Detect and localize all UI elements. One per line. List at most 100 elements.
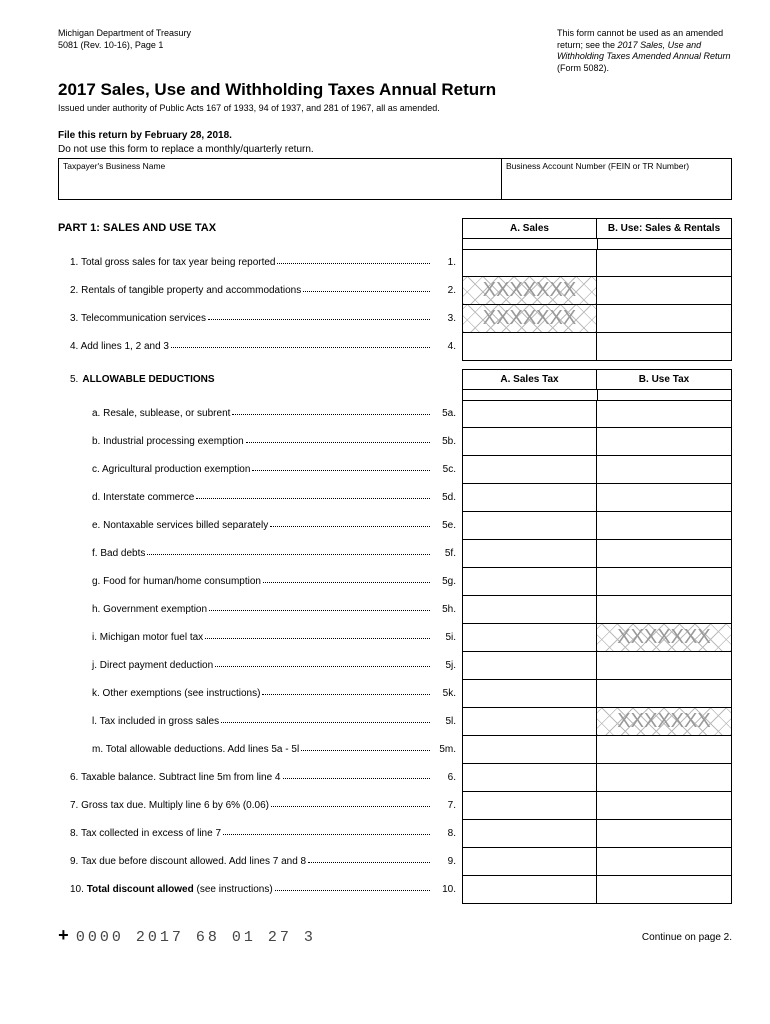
line-5e-b[interactable] [597, 512, 732, 540]
line-5g-b[interactable] [597, 568, 732, 596]
line-10-num: 10. [434, 876, 462, 904]
line-5m-num: 5m. [434, 736, 462, 764]
line-5m-a[interactable] [462, 736, 597, 764]
line-5b-b[interactable] [597, 428, 732, 456]
line-9-label: 9. Tax due before discount allowed. Add … [70, 855, 308, 868]
line-5k-a[interactable] [462, 680, 597, 708]
line-5j-label: j. Direct payment deduction [92, 659, 215, 672]
do-not-use: Do not use this form to replace a monthl… [58, 143, 732, 156]
line-5m-b[interactable] [597, 736, 732, 764]
page-title: 2017 Sales, Use and Withholding Taxes An… [58, 79, 732, 101]
dept-info: Michigan Department of Treasury 5081 (Re… [58, 28, 191, 75]
line-9-a[interactable] [462, 848, 597, 876]
line-5a-b[interactable] [597, 400, 732, 428]
line-5h-num: 5h. [434, 596, 462, 624]
line-5h-a[interactable] [462, 596, 597, 624]
line-4-label: 4. Add lines 1, 2 and 3 [70, 340, 171, 353]
account-number-label[interactable]: Business Account Number (FEIN or TR Numb… [501, 159, 731, 199]
line-10-a[interactable] [462, 876, 597, 904]
line-5c-num: 5c. [434, 456, 462, 484]
line-9-num: 9. [434, 848, 462, 876]
line-5i: i. Michigan motor fuel tax 5i. [58, 624, 732, 652]
line-5i-a[interactable] [462, 624, 597, 652]
line-9: 9. Tax due before discount allowed. Add … [58, 848, 732, 876]
line-5f-num: 5f. [434, 540, 462, 568]
line-5a-label: a. Resale, sublease, or subrent [92, 407, 232, 420]
line-1-a[interactable] [462, 249, 597, 277]
notice-part3: (Form 5082). [557, 63, 609, 73]
line-5b-label: b. Industrial processing exemption [92, 435, 246, 448]
line-5k-b[interactable] [597, 680, 732, 708]
col-headers-1: A. Sales B. Use: Sales & Rentals [462, 218, 732, 239]
line-5g-a[interactable] [462, 568, 597, 596]
spacer2 [58, 390, 732, 400]
line-4-a[interactable] [462, 333, 597, 361]
line-5b-a[interactable] [462, 428, 597, 456]
continue-text: Continue on page 2. [642, 931, 732, 944]
line-10: 10. Total discount allowed (see instruct… [58, 876, 732, 904]
line-5e: e. Nontaxable services billed separately… [58, 512, 732, 540]
line-5c-b[interactable] [597, 456, 732, 484]
header-row: Michigan Department of Treasury 5081 (Re… [58, 28, 732, 75]
line-8-a[interactable] [462, 820, 597, 848]
col-b-use: B. Use: Sales & Rentals [597, 218, 732, 239]
line-5h: h. Government exemption 5h. [58, 596, 732, 624]
line-5j-a[interactable] [462, 652, 597, 680]
line-5j-num: 5j. [434, 652, 462, 680]
line-5c-a[interactable] [462, 456, 597, 484]
line-3-a-blocked [462, 305, 597, 333]
line-3: 3. Telecommunication services 3. [58, 305, 732, 333]
plus-icon: + [58, 927, 72, 947]
line-5g-label: g. Food for human/home consumption [92, 575, 263, 588]
line-5f-b[interactable] [597, 540, 732, 568]
line-2-num: 2. [434, 277, 462, 305]
line-5g: g. Food for human/home consumption 5g. [58, 568, 732, 596]
line-1-b[interactable] [597, 249, 732, 277]
line-5k-label: k. Other exemptions (see instructions) [92, 687, 262, 700]
col-a-salestax: A. Sales Tax [462, 369, 597, 390]
line-5e-a[interactable] [462, 512, 597, 540]
line-7-a[interactable] [462, 792, 597, 820]
line-5d-a[interactable] [462, 484, 597, 512]
line-5g-num: 5g. [434, 568, 462, 596]
line-7-b[interactable] [597, 792, 732, 820]
col-a-sales: A. Sales [462, 218, 597, 239]
line-5c-label: c. Agricultural production exemption [92, 463, 252, 476]
line-5b-num: 5b. [434, 428, 462, 456]
line-6-label: 6. Taxable balance. Subtract line 5m fro… [70, 771, 283, 784]
line-6-a[interactable] [462, 764, 597, 792]
line-5l-label: l. Tax included in gross sales [92, 715, 221, 728]
line-5j-b[interactable] [597, 652, 732, 680]
line-2-b[interactable] [597, 277, 732, 305]
line-6-b[interactable] [597, 764, 732, 792]
footer: +0000 2017 68 01 27 3 Continue on page 2… [58, 926, 732, 949]
line-5l-a[interactable] [462, 708, 597, 736]
line-5a: a. Resale, sublease, or subrent 5a. [58, 400, 732, 428]
line-9-b[interactable] [597, 848, 732, 876]
col-headers-2: A. Sales Tax B. Use Tax [462, 369, 732, 390]
line-4-b[interactable] [597, 333, 732, 361]
line-5l-num: 5l. [434, 708, 462, 736]
line-5f-a[interactable] [462, 540, 597, 568]
line-5d: d. Interstate commerce 5d. [58, 484, 732, 512]
business-name-label[interactable]: Taxpayer's Business Name [59, 159, 501, 199]
line-5m-label: m. Total allowable deductions. Add lines… [92, 743, 301, 756]
line-1-num: 1. [434, 249, 462, 277]
line-6-num: 6. [434, 764, 462, 792]
line-8: 8. Tax collected in excess of line 7 8. [58, 820, 732, 848]
line-5h-label: h. Government exemption [92, 603, 209, 616]
line-10-b[interactable] [597, 876, 732, 904]
line-4-num: 4. [434, 333, 462, 361]
line-1: 1. Total gross sales for tax year being … [58, 249, 732, 277]
line-5k: k. Other exemptions (see instructions) 5… [58, 680, 732, 708]
line-5a-a[interactable] [462, 400, 597, 428]
line-5e-label: e. Nontaxable services billed separately [92, 519, 270, 532]
authority-text: Issued under authority of Public Acts 16… [58, 103, 732, 115]
line-5f-label: f. Bad debts [92, 547, 147, 560]
line-5h-b[interactable] [597, 596, 732, 624]
line-7-num: 7. [434, 792, 462, 820]
line-3-b[interactable] [597, 305, 732, 333]
file-by: File this return by February 28, 2018. [58, 129, 732, 142]
line-5d-b[interactable] [597, 484, 732, 512]
line-8-b[interactable] [597, 820, 732, 848]
